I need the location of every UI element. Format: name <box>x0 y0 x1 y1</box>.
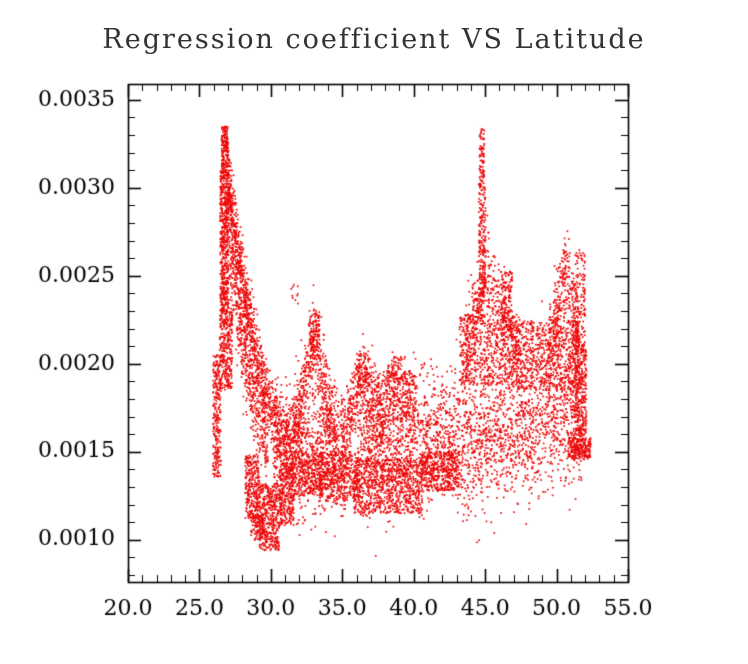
scatter-plot-canvas <box>0 0 748 664</box>
chart-figure: Regression coefficient VS Latitude <box>0 0 748 664</box>
